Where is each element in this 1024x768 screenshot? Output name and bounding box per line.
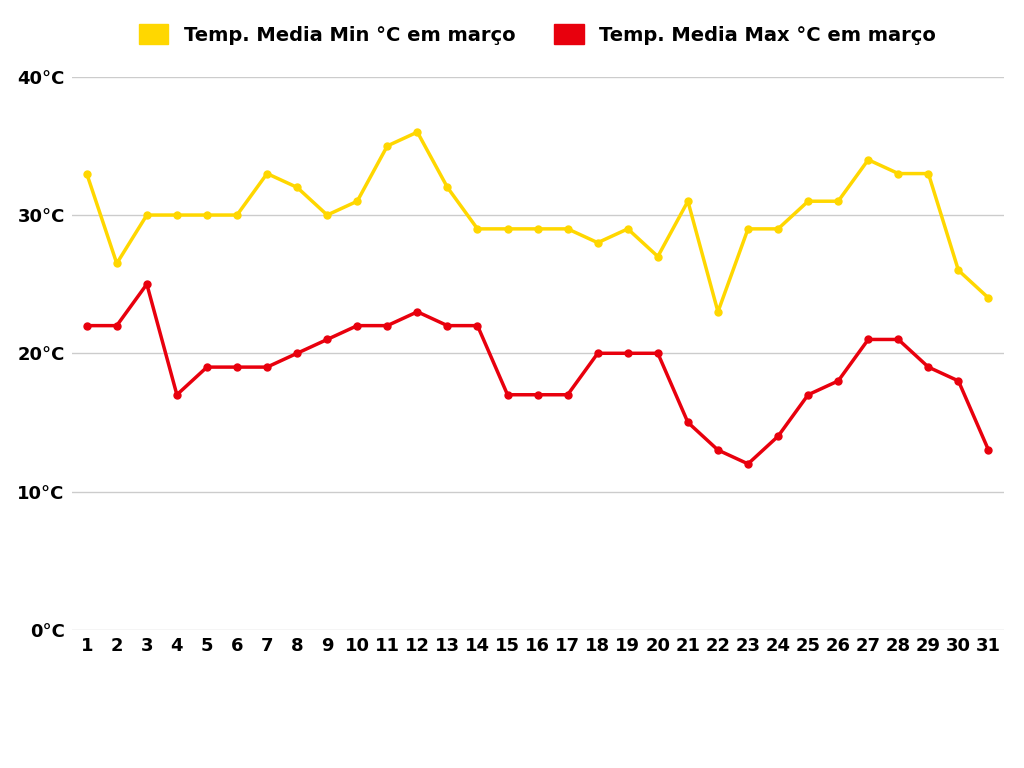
Temp. Media Max °C em março	[261, 362, 273, 372]
Temp. Media Max °C em março	[111, 321, 123, 330]
Temp. Media Max °C em março	[291, 349, 303, 358]
Temp. Media Min °C em março	[471, 224, 483, 233]
Temp. Media Min °C em março	[862, 155, 874, 164]
Temp. Media Min °C em março	[651, 252, 664, 261]
Temp. Media Max °C em março	[772, 432, 784, 441]
Temp. Media Min °C em março	[592, 238, 604, 247]
Temp. Media Min °C em março	[531, 224, 544, 233]
Temp. Media Min °C em março	[412, 127, 424, 137]
Legend: Temp. Media Min °C em março, Temp. Media Max °C em março: Temp. Media Min °C em março, Temp. Media…	[129, 15, 946, 55]
Temp. Media Max °C em março	[682, 418, 694, 427]
Temp. Media Max °C em março	[351, 321, 364, 330]
Temp. Media Max °C em março	[712, 445, 724, 455]
Temp. Media Min °C em março	[802, 197, 814, 206]
Temp. Media Max °C em março	[230, 362, 243, 372]
Temp. Media Max °C em março	[471, 321, 483, 330]
Temp. Media Min °C em março	[111, 259, 123, 268]
Temp. Media Max °C em março	[833, 376, 845, 386]
Temp. Media Max °C em março	[862, 335, 874, 344]
Temp. Media Max °C em março	[622, 349, 634, 358]
Temp. Media Min °C em março	[502, 224, 514, 233]
Temp. Media Max °C em março	[502, 390, 514, 399]
Temp. Media Min °C em março	[561, 224, 573, 233]
Temp. Media Min °C em março	[201, 210, 213, 220]
Temp. Media Min °C em março	[712, 307, 724, 316]
Temp. Media Max °C em março	[140, 280, 153, 289]
Temp. Media Min °C em março	[833, 197, 845, 206]
Temp. Media Min °C em março	[923, 169, 935, 178]
Temp. Media Min °C em março	[441, 183, 454, 192]
Temp. Media Min °C em março	[982, 293, 994, 303]
Temp. Media Min °C em março	[81, 169, 93, 178]
Temp. Media Max °C em março	[322, 335, 334, 344]
Temp. Media Max °C em março	[561, 390, 573, 399]
Temp. Media Max °C em março	[741, 459, 754, 468]
Temp. Media Min °C em março	[171, 210, 183, 220]
Temp. Media Min °C em março	[351, 197, 364, 206]
Temp. Media Min °C em março	[381, 141, 393, 151]
Temp. Media Max °C em março	[381, 321, 393, 330]
Temp. Media Max °C em março	[412, 307, 424, 316]
Temp. Media Min °C em março	[140, 210, 153, 220]
Temp. Media Min °C em março	[952, 266, 965, 275]
Temp. Media Min °C em março	[772, 224, 784, 233]
Temp. Media Min °C em março	[741, 224, 754, 233]
Temp. Media Max °C em março	[441, 321, 454, 330]
Temp. Media Min °C em março	[322, 210, 334, 220]
Temp. Media Min °C em março	[261, 169, 273, 178]
Temp. Media Max °C em março	[923, 362, 935, 372]
Temp. Media Max °C em março	[592, 349, 604, 358]
Temp. Media Min °C em março	[682, 197, 694, 206]
Temp. Media Max °C em março	[531, 390, 544, 399]
Temp. Media Min °C em março	[230, 210, 243, 220]
Temp. Media Max °C em março	[81, 321, 93, 330]
Line: Temp. Media Min °C em março: Temp. Media Min °C em março	[83, 128, 992, 316]
Temp. Media Min °C em março	[291, 183, 303, 192]
Temp. Media Max °C em março	[651, 349, 664, 358]
Temp. Media Max °C em março	[802, 390, 814, 399]
Temp. Media Max °C em março	[892, 335, 904, 344]
Temp. Media Max °C em março	[952, 376, 965, 386]
Temp. Media Min °C em março	[622, 224, 634, 233]
Temp. Media Max °C em março	[201, 362, 213, 372]
Line: Temp. Media Max °C em março: Temp. Media Max °C em março	[83, 280, 992, 468]
Temp. Media Max °C em março	[982, 445, 994, 455]
Temp. Media Min °C em março	[892, 169, 904, 178]
Temp. Media Max °C em março	[171, 390, 183, 399]
